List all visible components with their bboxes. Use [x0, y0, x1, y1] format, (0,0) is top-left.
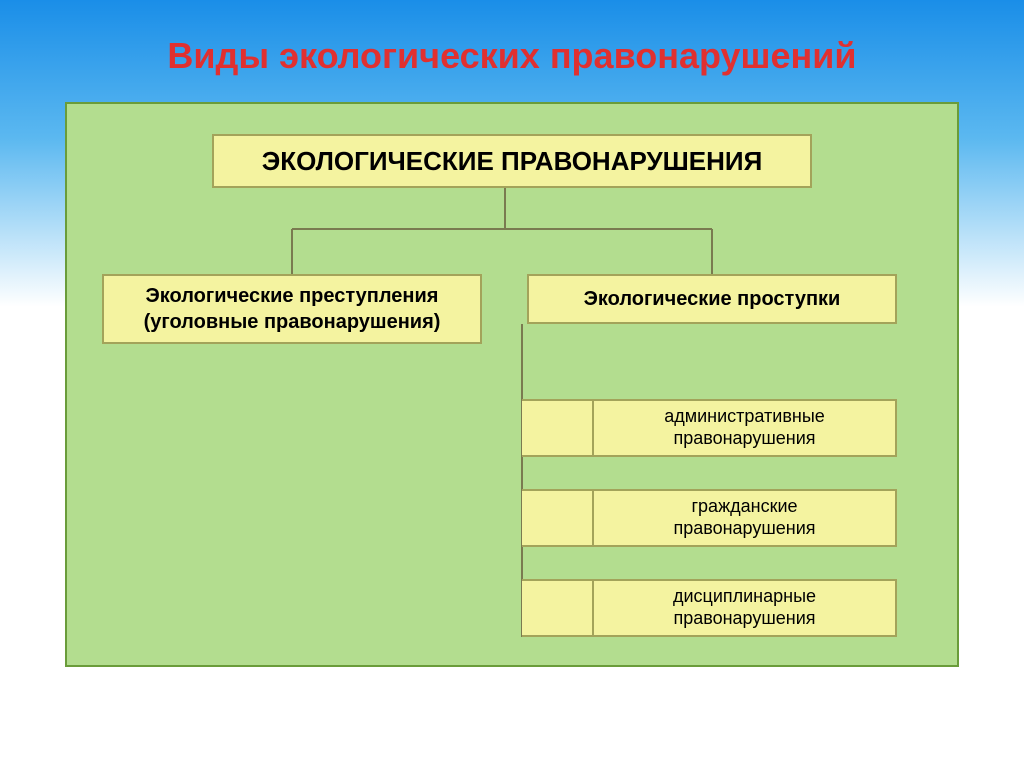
crimes-line2: (уголовные правонарушения) — [144, 309, 441, 335]
subtype-box-1: административные правонарушения — [592, 399, 897, 457]
sub2-line2: правонарушения — [673, 518, 815, 540]
stub-1 — [522, 399, 592, 457]
sub3-line1: дисциплинарные — [673, 586, 816, 608]
crimes-box: Экологические преступления (уголовные пр… — [102, 274, 482, 344]
sub2-line1: гражданские — [691, 496, 797, 518]
sub3-line2: правонарушения — [673, 608, 815, 630]
misdeeds-label: Экологические проступки — [584, 288, 841, 311]
root-box: ЭКОЛОГИЧЕСКИЕ ПРАВОНАРУШЕНИЯ — [212, 134, 812, 188]
misdeeds-box: Экологические проступки — [527, 274, 897, 324]
diagram-container: ЭКОЛОГИЧЕСКИЕ ПРАВОНАРУШЕНИЯ Экологическ… — [65, 102, 959, 667]
stub-3 — [522, 579, 592, 637]
subtype-box-3: дисциплинарные правонарушения — [592, 579, 897, 637]
stub-2 — [522, 489, 592, 547]
root-label: ЭКОЛОГИЧЕСКИЕ ПРАВОНАРУШЕНИЯ — [262, 146, 763, 177]
crimes-line1: Экологические преступления — [146, 283, 439, 309]
page-title: Виды экологических правонарушений — [0, 0, 1024, 102]
sub1-line2: правонарушения — [673, 428, 815, 450]
subtype-box-2: гражданские правонарушения — [592, 489, 897, 547]
sub1-line1: административные — [664, 406, 825, 428]
